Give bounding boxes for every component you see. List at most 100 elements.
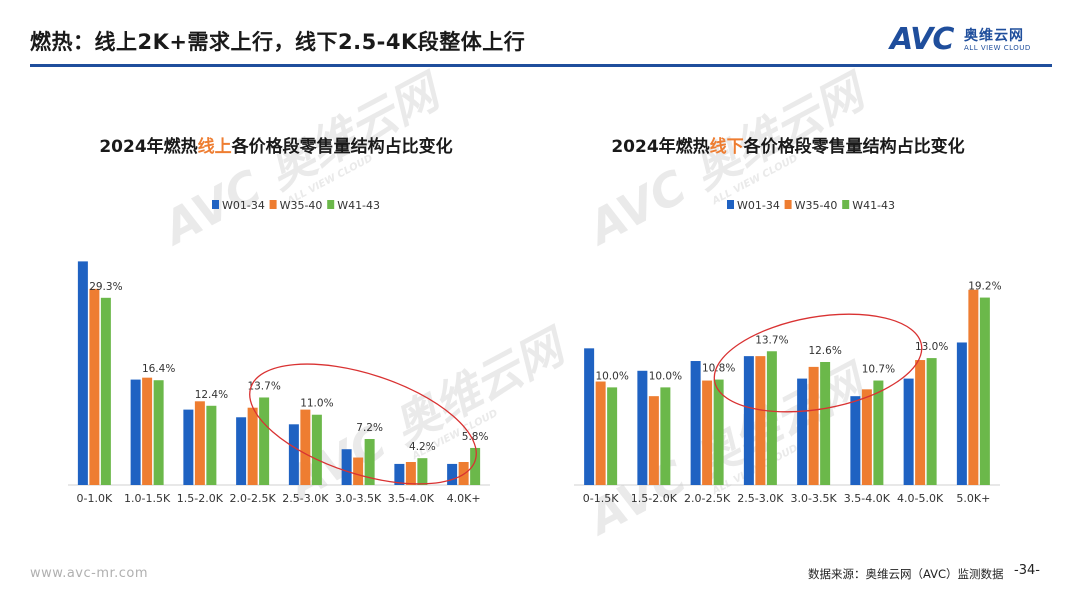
- tick-label: 3.0-3.5K: [335, 492, 382, 505]
- bar: [259, 397, 270, 485]
- tick-label: 2.5-3.0K: [737, 492, 784, 505]
- bar: [300, 409, 311, 485]
- legend-swatch: [842, 200, 850, 209]
- legend-swatch: [727, 200, 734, 209]
- data-label: 12.4%: [195, 389, 228, 401]
- legend-label: W41-43: [337, 199, 380, 212]
- data-label: 11.0%: [300, 398, 333, 410]
- data-label-layer: 10.0% 10.0% 10.8% 13.7% 12.6% 10.7% 13.0% 19.2%: [595, 281, 1001, 383]
- title-divider: [30, 64, 1052, 67]
- data-label: 13.7%: [247, 380, 280, 392]
- legend-label: W01-34: [222, 199, 265, 212]
- bar: [702, 380, 713, 485]
- data-label: 10.0%: [649, 370, 682, 382]
- bar: [956, 342, 967, 485]
- legend-label: W35-40: [280, 199, 323, 212]
- chart-legend: W01-34 W35-40 W41-43: [212, 199, 380, 212]
- chart-title-part: 2024年燃热: [611, 136, 709, 157]
- data-label: 10.0%: [595, 370, 628, 382]
- bar: [743, 356, 754, 485]
- bar: [797, 378, 808, 485]
- bar: [447, 463, 458, 485]
- tick-label: 4.0-5.0K: [897, 492, 944, 505]
- bar: [183, 409, 194, 485]
- legend-label: W41-43: [852, 199, 895, 212]
- bar: [130, 379, 141, 485]
- bar: [861, 389, 872, 485]
- legend-swatch: [784, 200, 792, 209]
- bar: [755, 356, 766, 485]
- data-label: 13.7%: [755, 334, 788, 346]
- page-number: -34-: [1014, 563, 1040, 578]
- bar: [968, 289, 979, 485]
- bar: [470, 447, 481, 485]
- tick-label: 0-1.5K: [583, 492, 619, 505]
- bar: [584, 348, 595, 485]
- tick-label: 2.0-2.5K: [684, 492, 731, 505]
- bar: [100, 297, 111, 485]
- tick-label: 3.0-3.5K: [791, 492, 838, 505]
- logo-mark: AVC: [890, 22, 954, 57]
- data-label: 29.3%: [89, 281, 122, 293]
- data-label: 10.7%: [862, 364, 895, 376]
- bar: [979, 297, 990, 485]
- highlight-ellipse: [249, 363, 477, 485]
- data-label: 5.8%: [462, 431, 489, 443]
- logo-name-en: ALL VIEW CLOUD: [964, 44, 1031, 52]
- chart-title-part: 各价格段零售量结构占比变化: [743, 136, 965, 157]
- bar: [595, 381, 606, 485]
- bar: [766, 351, 777, 485]
- data-label: 10.8%: [702, 363, 735, 375]
- bar: [417, 458, 428, 485]
- tick-label: 1.0-1.5K: [124, 492, 171, 505]
- bar: [194, 401, 205, 485]
- bar: [808, 366, 819, 485]
- tick-layer: 0-1.5K 1.5-2.0K 2.0-2.5K 2.5-3.0K 3.0-3.5K 3.…: [583, 492, 991, 505]
- chart-online: 2024年燃热线上各价格段零售量结构占比变化 W01-34 W35-40 W41-43…: [68, 136, 490, 505]
- chart-title: 2024年燃热线上各价格段零售量结构占比变化: [99, 136, 452, 157]
- tick-label: 1.5-2.0K: [177, 492, 224, 505]
- bar: [690, 361, 701, 485]
- tick-label: 1.5-2.0K: [631, 492, 678, 505]
- bar: [236, 417, 247, 485]
- bar: [713, 379, 724, 485]
- watermark-text: AVC 奥维云网: [577, 63, 877, 257]
- chart-title-part: 各价格段零售量结构占比变化: [231, 136, 453, 157]
- tick-label: 2.0-2.5K: [230, 492, 277, 505]
- legend-label: W35-40: [795, 199, 838, 212]
- data-source: 数据来源：奥维云网（AVC）监测数据: [808, 567, 1004, 581]
- bar: [89, 288, 100, 485]
- data-label: 16.4%: [142, 363, 175, 375]
- tick-label: 5.0K+: [956, 492, 990, 505]
- bar: [247, 407, 258, 485]
- bar: [607, 387, 618, 485]
- bar: [142, 377, 153, 485]
- data-label: 12.6%: [808, 345, 841, 357]
- bar: [926, 358, 937, 485]
- bar: [364, 439, 375, 485]
- tick-label: 3.5-4.0K: [844, 492, 891, 505]
- chart-title-part: 线上: [198, 136, 232, 157]
- tick-label: 3.5-4.0K: [388, 492, 435, 505]
- website-url: www.avc-mr.com: [30, 566, 149, 581]
- bar: [915, 360, 926, 485]
- tick-layer: 0-1.0K 1.0-1.5K 1.5-2.0K 2.0-2.5K 2.5-3.0K 3.…: [77, 492, 481, 505]
- data-label: 13.0%: [915, 341, 948, 353]
- legend-swatch: [212, 200, 219, 209]
- avc-logo: AVC 奥维云网 ALL VIEW CLOUD: [890, 22, 1055, 60]
- bar: [820, 362, 831, 485]
- bar: [873, 380, 884, 485]
- data-label-layer: 29.3% 16.4% 12.4% 13.7% 11.0% 7.2% 4.2% 5.8%: [89, 281, 488, 453]
- data-label: 7.2%: [356, 422, 383, 434]
- highlight-ellipse: [713, 313, 923, 413]
- bar: [405, 462, 416, 485]
- data-label: 19.2%: [968, 281, 1001, 293]
- bar: [903, 378, 914, 485]
- chart-offline: 2024年燃热线下各价格段零售量结构占比变化 W01-34 W35-40 W41-43…: [574, 136, 1002, 505]
- bar: [206, 405, 217, 485]
- chart-title-part: 2024年燃热: [99, 136, 197, 157]
- bar: [353, 457, 364, 485]
